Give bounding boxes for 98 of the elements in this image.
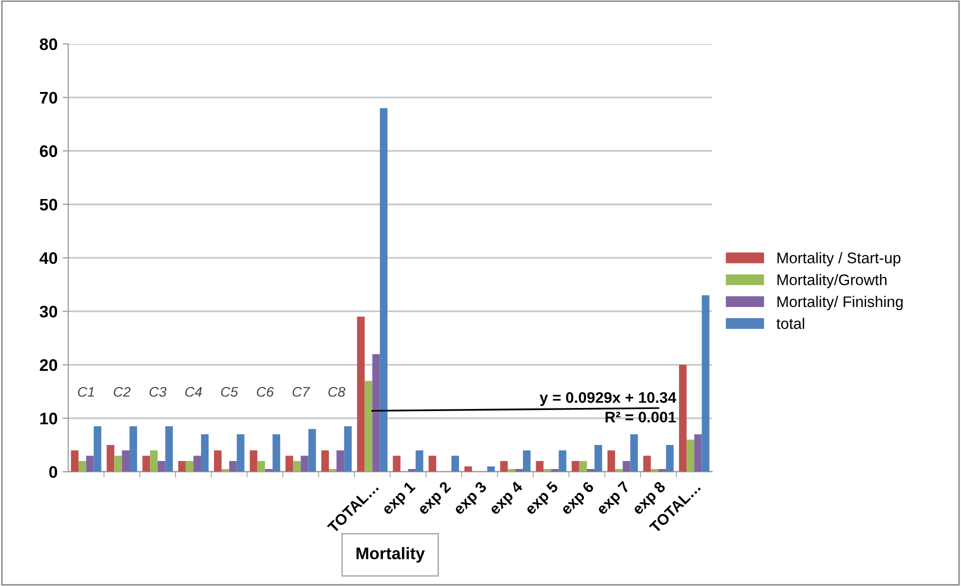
- bar: [694, 434, 702, 472]
- y-tick-label: 30: [40, 306, 58, 318]
- bar: [186, 461, 194, 472]
- y-tick-label: 20: [40, 359, 58, 371]
- bar: [214, 450, 222, 472]
- bar: [165, 426, 173, 472]
- bar: [372, 354, 380, 472]
- annotation: C1: [78, 386, 94, 397]
- bar: [86, 456, 94, 472]
- bar: [615, 469, 623, 472]
- x-tick-label: exp 7: [596, 480, 632, 518]
- bar: [666, 444, 674, 472]
- x-tick-label: exp 3: [452, 480, 490, 518]
- bar: [536, 461, 544, 472]
- bar: [508, 469, 516, 472]
- y-tick-label: 0: [49, 466, 58, 478]
- bar: [70, 450, 79, 472]
- bar: [679, 364, 687, 472]
- bar: [344, 426, 352, 472]
- annotation: C4: [185, 386, 202, 397]
- bar: [300, 456, 308, 472]
- bar: [94, 426, 102, 472]
- bar: [551, 469, 559, 472]
- y-tick-label: 60: [40, 145, 58, 158]
- bar: [408, 469, 416, 472]
- bar: [464, 466, 472, 472]
- bar: [650, 469, 658, 472]
- bar: [308, 428, 316, 472]
- bar: [416, 450, 424, 472]
- bar: [257, 461, 265, 472]
- x-tick-label: exp 6: [560, 480, 597, 518]
- bar: [129, 426, 138, 472]
- bar: [222, 469, 230, 472]
- annotation: C3: [150, 386, 166, 397]
- annotation: C6: [256, 386, 274, 397]
- bar: [586, 469, 595, 472]
- bar: [500, 461, 508, 472]
- bar: [572, 461, 580, 472]
- bar: [321, 450, 329, 472]
- bar: [558, 450, 566, 472]
- annotation: y = 0.0929x + 10.34: [540, 392, 676, 406]
- x-axis-title: Mortality: [356, 547, 425, 563]
- bar: [150, 450, 158, 472]
- bar: [702, 295, 710, 472]
- bar: [630, 434, 638, 472]
- bar: [487, 466, 495, 472]
- legend-label: Mortality/ Finishing: [778, 296, 903, 310]
- x-tick-label: exp 5: [524, 480, 561, 518]
- bar: [272, 434, 280, 472]
- bar: [142, 456, 150, 472]
- bar: [250, 450, 258, 472]
- bar: [236, 434, 244, 472]
- bar: [293, 461, 301, 472]
- x-tick-label: exp 4: [488, 480, 526, 518]
- bar: [686, 440, 694, 472]
- legend-label: Mortality / Start-up: [778, 252, 900, 266]
- bar: [579, 461, 587, 472]
- bar: [193, 456, 202, 472]
- bar: [607, 450, 616, 472]
- bar: [229, 461, 237, 472]
- bar: [451, 456, 460, 472]
- bar: [658, 469, 666, 472]
- bar: [264, 469, 273, 472]
- y-tick-label: 70: [40, 92, 58, 104]
- bar: [380, 108, 388, 472]
- annotation: C5: [221, 386, 238, 397]
- bar: [357, 316, 365, 472]
- bar: [643, 456, 651, 472]
- annotation: R² = 0.001: [606, 412, 676, 423]
- y-tick-label: 80: [40, 38, 58, 50]
- x-tick-label: exp 2: [416, 480, 454, 518]
- legend-label: total: [776, 318, 804, 329]
- bar: [515, 469, 523, 472]
- bar: [158, 461, 166, 472]
- bar: [106, 444, 114, 472]
- annotation: C8: [328, 386, 346, 397]
- bar: [428, 456, 436, 472]
- y-tick-label: 50: [40, 198, 58, 211]
- annotation: C7: [292, 386, 310, 397]
- x-tick-label: exp 1: [381, 480, 418, 518]
- annotation: C2: [114, 386, 131, 397]
- legend-label: Mortality/Growth: [778, 274, 886, 288]
- bar: [392, 456, 400, 472]
- bar: [594, 444, 602, 472]
- bar: [328, 469, 337, 472]
- bar: [286, 456, 294, 472]
- bar: [178, 461, 186, 472]
- bar: [78, 461, 86, 472]
- bar: [114, 456, 122, 472]
- y-tick-label: 10: [40, 412, 58, 424]
- bar: [122, 450, 130, 472]
- bar: [544, 469, 552, 472]
- bar: [622, 461, 630, 472]
- bar: [364, 380, 372, 472]
- bar: [336, 450, 344, 472]
- bar: [201, 434, 209, 472]
- y-tick-label: 40: [40, 252, 58, 264]
- bar: [522, 450, 531, 472]
